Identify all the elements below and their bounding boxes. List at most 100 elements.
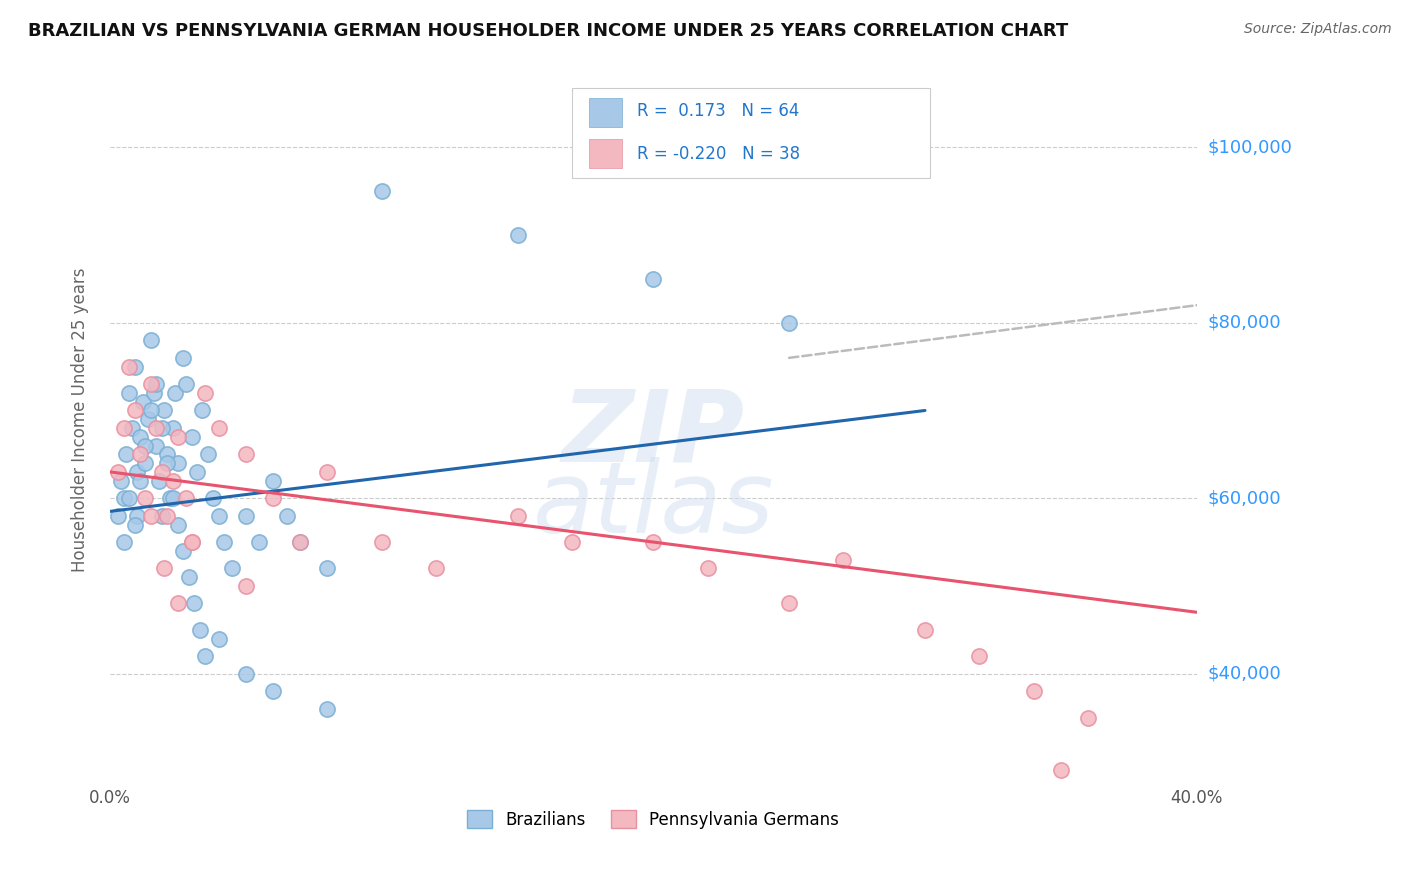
- Point: [696, 561, 718, 575]
- FancyBboxPatch shape: [572, 88, 931, 178]
- Point: [235, 666, 257, 681]
- Point: [197, 447, 219, 461]
- Point: [969, 649, 991, 664]
- Point: [177, 570, 200, 584]
- Point: [118, 359, 141, 374]
- FancyBboxPatch shape: [589, 139, 621, 169]
- Point: [129, 474, 152, 488]
- Point: [235, 447, 257, 461]
- Point: [832, 552, 855, 566]
- Point: [778, 316, 800, 330]
- Point: [276, 508, 298, 523]
- Point: [150, 421, 173, 435]
- Point: [129, 447, 152, 461]
- Point: [208, 632, 231, 646]
- Y-axis label: Householder Income Under 25 years: Householder Income Under 25 years: [72, 267, 89, 572]
- Point: [142, 386, 165, 401]
- Point: [162, 491, 184, 506]
- Point: [194, 386, 217, 401]
- Point: [112, 535, 135, 549]
- Point: [174, 491, 197, 506]
- Point: [202, 491, 225, 506]
- Point: [131, 394, 153, 409]
- Point: [112, 491, 135, 506]
- Point: [165, 386, 187, 401]
- Point: [162, 474, 184, 488]
- Text: $100,000: $100,000: [1208, 138, 1292, 156]
- Point: [370, 535, 392, 549]
- Text: Source: ZipAtlas.com: Source: ZipAtlas.com: [1244, 22, 1392, 37]
- Point: [110, 474, 132, 488]
- Point: [159, 491, 181, 506]
- Legend: Brazilians, Pennsylvania Germans: Brazilians, Pennsylvania Germans: [461, 804, 846, 835]
- Point: [162, 421, 184, 435]
- Point: [134, 491, 156, 506]
- Point: [150, 465, 173, 479]
- Point: [221, 561, 243, 575]
- Point: [262, 474, 284, 488]
- Point: [290, 535, 312, 549]
- Point: [156, 508, 179, 523]
- Point: [139, 377, 162, 392]
- Point: [136, 412, 159, 426]
- Text: R = -0.220   N = 38: R = -0.220 N = 38: [637, 145, 800, 163]
- Point: [425, 561, 447, 575]
- Point: [290, 535, 312, 549]
- Point: [183, 597, 205, 611]
- Text: R =  0.173   N = 64: R = 0.173 N = 64: [637, 102, 800, 120]
- Text: $60,000: $60,000: [1208, 489, 1281, 508]
- FancyBboxPatch shape: [589, 98, 621, 128]
- Point: [167, 517, 190, 532]
- Point: [208, 421, 231, 435]
- Point: [262, 491, 284, 506]
- Point: [145, 421, 167, 435]
- Point: [316, 702, 339, 716]
- Point: [150, 508, 173, 523]
- Point: [167, 430, 190, 444]
- Point: [153, 561, 176, 575]
- Point: [145, 377, 167, 392]
- Point: [194, 649, 217, 664]
- Point: [129, 430, 152, 444]
- Point: [127, 508, 149, 523]
- Point: [249, 535, 271, 549]
- Point: [561, 535, 583, 549]
- Point: [188, 623, 211, 637]
- Point: [153, 403, 176, 417]
- Point: [145, 439, 167, 453]
- Text: atlas: atlas: [533, 457, 775, 554]
- Point: [115, 447, 138, 461]
- Point: [1049, 763, 1071, 777]
- Point: [124, 517, 146, 532]
- Point: [107, 465, 129, 479]
- Point: [914, 623, 936, 637]
- Point: [180, 535, 202, 549]
- Point: [118, 386, 141, 401]
- Text: ZIP: ZIP: [562, 385, 745, 483]
- Point: [1022, 684, 1045, 698]
- Point: [316, 465, 339, 479]
- Point: [156, 456, 179, 470]
- Point: [262, 684, 284, 698]
- Point: [107, 508, 129, 523]
- Point: [506, 228, 529, 243]
- Point: [172, 544, 194, 558]
- Point: [370, 184, 392, 198]
- Point: [316, 561, 339, 575]
- Point: [235, 508, 257, 523]
- Point: [1077, 710, 1099, 724]
- Point: [208, 508, 231, 523]
- Point: [180, 430, 202, 444]
- Point: [167, 456, 190, 470]
- Point: [118, 491, 141, 506]
- Point: [778, 597, 800, 611]
- Point: [172, 351, 194, 365]
- Point: [643, 272, 665, 286]
- Point: [112, 421, 135, 435]
- Point: [139, 403, 162, 417]
- Point: [124, 359, 146, 374]
- Point: [180, 535, 202, 549]
- Point: [174, 377, 197, 392]
- Text: BRAZILIAN VS PENNSYLVANIA GERMAN HOUSEHOLDER INCOME UNDER 25 YEARS CORRELATION C: BRAZILIAN VS PENNSYLVANIA GERMAN HOUSEHO…: [28, 22, 1069, 40]
- Point: [148, 474, 170, 488]
